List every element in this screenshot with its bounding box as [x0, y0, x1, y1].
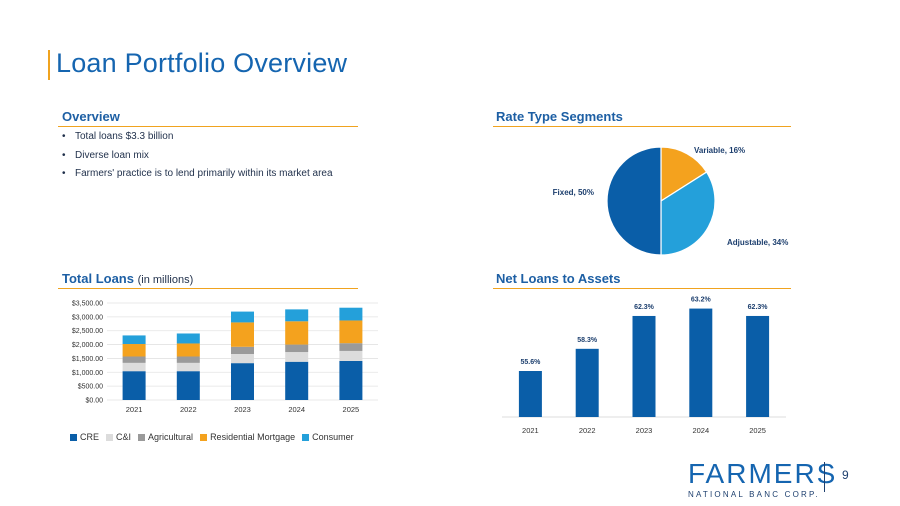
total-loans-unit-note: (in millions)	[137, 274, 194, 286]
overview-title: Overview	[62, 109, 120, 124]
bar-segment-cre	[122, 371, 146, 400]
rate-type-title: Rate Type Segments	[496, 109, 623, 124]
x-tick-label: 2022	[180, 405, 197, 414]
y-tick-label: $2,000.00	[72, 342, 103, 349]
pie-label-2: Adjustable, 34%	[727, 238, 788, 247]
legend-swatch	[138, 433, 146, 441]
x-tick-label: 2025	[343, 405, 360, 414]
bar-segment-agricultural	[122, 356, 146, 363]
y-tick-label: $500.00	[78, 384, 103, 391]
logo-wordmark: FARMERS	[688, 458, 838, 489]
farmers-logo: FARMERS NATIONAL BANC CORP.	[688, 458, 838, 500]
bar-segment-agricultural	[339, 343, 363, 351]
bar-segment-cre	[231, 363, 254, 400]
bar-segment-consumer	[176, 333, 200, 344]
legend-label: Consumer	[312, 432, 354, 442]
legend-swatch	[106, 433, 114, 441]
title-accent-bar	[48, 50, 50, 80]
bar-segment-residential-mortgage	[339, 320, 363, 344]
legend-item: C&I	[106, 432, 131, 442]
overview-rule	[58, 126, 358, 127]
page-number: 9	[842, 468, 849, 482]
legend-swatch	[70, 433, 77, 441]
y-tick-label: $2,500.00	[72, 328, 103, 335]
legend-label: C&I	[116, 432, 132, 442]
overview-bullets: Total loans $3.3 billion Diverse loan mi…	[62, 131, 333, 187]
bar-segment-residential-mortgage	[285, 321, 309, 345]
net-loans-rule	[493, 288, 791, 289]
bar	[746, 315, 770, 417]
bar-segment-consumer	[339, 307, 363, 321]
total-loans-title: Total Loans (in millions)	[62, 271, 193, 286]
data-label: 62.3%	[634, 304, 655, 311]
total-loans-title-text: Total Loans	[62, 271, 134, 286]
logo-subtitle: NATIONAL BANC CORP.	[688, 490, 820, 499]
data-label: 55.6%	[520, 359, 541, 366]
bar-segment-agricultural	[285, 344, 309, 353]
legend-label: Agricultural	[148, 432, 194, 442]
legend-item: Residential Mortgage	[200, 432, 295, 442]
logo-divider	[824, 462, 825, 492]
bar-segment-agricultural	[231, 346, 254, 354]
legend-label: Residential Mortgage	[210, 432, 296, 442]
bar	[689, 308, 713, 417]
y-tick-label: $3,000.00	[72, 314, 103, 321]
pie-slice-3	[606, 146, 662, 256]
x-tick-label: 2022	[579, 426, 596, 435]
bar-segment-consumer	[285, 309, 309, 322]
page-title: Loan Portfolio Overview	[56, 48, 348, 78]
x-tick-label: 2024	[288, 405, 305, 414]
y-tick-label: $0.00	[85, 398, 103, 405]
bullet-item: Total loans $3.3 billion	[62, 131, 333, 143]
bullet-item: Diverse loan mix	[62, 150, 333, 162]
y-tick-label: $1,000.00	[72, 370, 103, 377]
bar	[518, 371, 542, 417]
bar-segment-c-i	[339, 350, 363, 361]
bar-segment-residential-mortgage	[231, 322, 254, 347]
pie-label-3: Fixed, 50%	[553, 188, 594, 197]
bullet-item: Farmers' practice is to lend primarily w…	[62, 168, 333, 180]
y-tick-label: $3,500.00	[72, 301, 103, 308]
bar-segment-residential-mortgage	[176, 343, 200, 357]
bar-segment-c-i	[122, 362, 146, 372]
legend-item: Consumer	[302, 432, 354, 442]
data-label: 63.2%	[691, 297, 712, 304]
x-tick-label: 2024	[692, 426, 709, 435]
bar-segment-consumer	[231, 311, 254, 323]
bar-segment-cre	[339, 360, 363, 400]
x-tick-label: 2025	[749, 426, 766, 435]
total-loans-legend: CRE C&I Agricultural Residential Mortgage Co…	[70, 432, 354, 442]
bar-segment-c-i	[176, 362, 200, 372]
data-label: 62.3%	[748, 304, 769, 311]
x-tick-label: 2021	[126, 405, 143, 414]
y-tick-label: $1,500.00	[72, 356, 103, 363]
bar	[575, 348, 599, 417]
total-loans-rule	[58, 288, 358, 289]
pie-label-1: Variable, 16%	[694, 146, 745, 155]
bar-segment-c-i	[285, 352, 309, 362]
legend-label: CRE	[80, 432, 100, 442]
net-loans-title: Net Loans to Assets	[496, 271, 621, 286]
legend-swatch	[302, 433, 310, 441]
x-tick-label: 2023	[234, 405, 251, 414]
legend-swatch	[200, 433, 208, 441]
bar-segment-cre	[285, 361, 309, 400]
pie-slice-1	[660, 146, 708, 203]
bar-segment-agricultural	[176, 356, 200, 363]
bar-segment-residential-mortgage	[122, 344, 146, 357]
bar-segment-c-i	[231, 353, 254, 364]
data-label: 58.3%	[577, 337, 598, 344]
bar-segment-cre	[176, 371, 200, 400]
legend-item: Agricultural	[138, 432, 193, 442]
bar-segment-consumer	[122, 335, 146, 345]
rate-type-rule	[493, 126, 791, 127]
x-tick-label: 2021	[522, 426, 539, 435]
bar	[632, 315, 656, 417]
pie-slice-2	[660, 171, 716, 256]
x-tick-label: 2023	[636, 426, 653, 435]
legend-item: CRE	[70, 432, 99, 442]
